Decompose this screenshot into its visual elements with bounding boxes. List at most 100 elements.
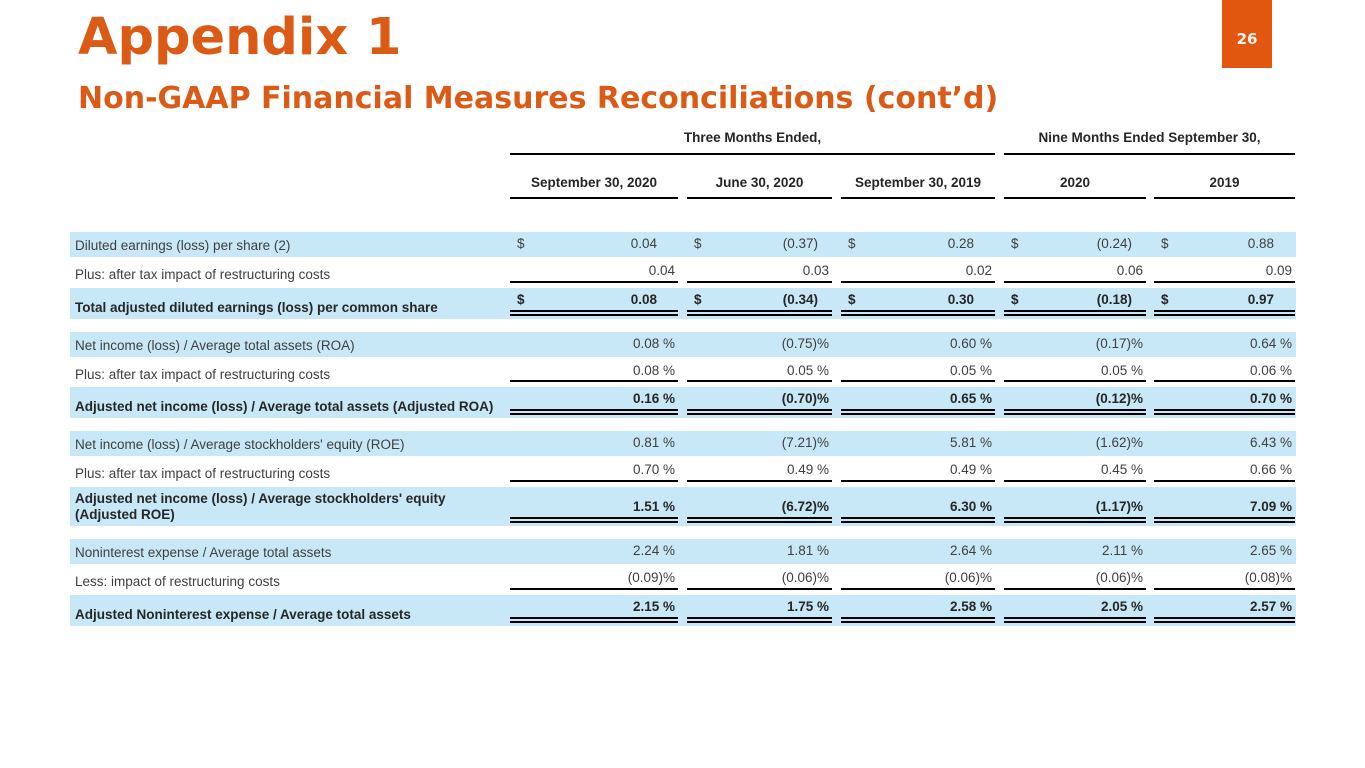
table-row: Net income (loss) / Average total assets… [70, 331, 1296, 357]
value-cell: 6.43 % [1154, 435, 1295, 453]
row-label: Plus: after tax impact of restructuring … [75, 366, 331, 382]
dollar-sign: $ [1161, 235, 1169, 251]
page-number-badge: 26 [1222, 0, 1272, 68]
value-cell: 0.60 % [841, 336, 995, 354]
cell-value: 0.08 % [632, 362, 675, 378]
value-cell: (0.75)% [687, 336, 832, 354]
cell-value: 0.49 % [786, 462, 829, 478]
table-section-4: Noninterest expense / Average total asse… [70, 539, 1296, 626]
column-header: 2020 [1004, 175, 1146, 199]
row-label: Plus: after tax impact of restructuring … [75, 266, 331, 282]
value-cell: 1.75 % [687, 599, 832, 623]
cell-value: 0.60 % [949, 335, 992, 351]
value-cell: (0.17)% [1004, 336, 1146, 354]
value-cell: 2.15 % [510, 599, 678, 623]
value-cell: 2.11 % [1004, 543, 1146, 561]
cell-value: 2.05 % [1100, 598, 1143, 614]
dollar-sign: $ [848, 291, 856, 307]
column-header: September 30, 2019 [841, 175, 995, 199]
cell-value: 0.64 % [1249, 335, 1292, 351]
cell-value: 0.16 % [632, 391, 675, 407]
value-cell: $ (0.37) [687, 236, 832, 254]
table-row: Net income (loss) / Average stockholders… [70, 431, 1296, 457]
cell-value: 0.70 % [632, 462, 675, 478]
cell-value: 0.09 [1265, 262, 1292, 278]
dollar-sign: $ [517, 291, 525, 307]
cell-value: (6.72)% [781, 499, 829, 515]
cell-value: (0.17)% [1095, 335, 1143, 351]
row-label: Adjusted net income (loss) / Average tot… [75, 399, 494, 415]
value-cell: 0.08 % [510, 336, 678, 354]
value-cell: (7.21)% [687, 435, 832, 453]
cell-value: 0.88 [1247, 235, 1274, 251]
value-cell: 0.02 [841, 263, 995, 283]
row-label: Less: impact of restructuring costs [75, 573, 280, 589]
table-row: Adjusted Noninterest expense / Average t… [70, 594, 1296, 626]
reconciliation-table: Three Months Ended, Nine Months Ended Se… [70, 130, 1296, 639]
dollar-sign: $ [848, 235, 856, 251]
cell-value: (0.75)% [781, 335, 829, 351]
cell-value: 1.75 % [786, 598, 829, 614]
dollar-sign: $ [1011, 291, 1019, 307]
cell-value: 2.15 % [632, 598, 675, 614]
cell-value: 0.49 % [949, 462, 992, 478]
table-row: Adjusted net income (loss) / Average tot… [70, 387, 1296, 419]
value-cell: (0.06)% [841, 570, 995, 590]
value-cell: $0.28 [841, 236, 995, 254]
cell-value: (0.09)% [627, 569, 675, 585]
cell-value: 0.05 % [1100, 362, 1143, 378]
table-row: Less: impact of restructuring costs (0.09… [70, 566, 1296, 593]
cell-value: 0.66 % [1249, 462, 1292, 478]
cell-value: (0.37) [782, 235, 818, 251]
cell-value: 7.09 % [1249, 499, 1292, 515]
value-cell: (1.17)% [1004, 499, 1146, 524]
cell-value: 0.08 [630, 291, 657, 307]
value-cell: 0.06 [1004, 263, 1146, 283]
cell-value: 0.05 % [949, 362, 992, 378]
cell-value: (0.70)% [781, 391, 829, 407]
cell-value: (0.06)% [1095, 569, 1143, 585]
value-cell: 1.51 % [510, 499, 678, 524]
value-cell: (0.06)% [1004, 570, 1146, 590]
value-cell: 0.49 % [841, 462, 995, 483]
value-cell: 0.49 % [687, 462, 832, 483]
cell-value: 0.65 % [949, 391, 992, 407]
column-header: June 30, 2020 [687, 175, 832, 199]
page-number: 26 [1236, 30, 1258, 48]
table-row: Total adjusted diluted earnings (loss) p… [70, 287, 1296, 319]
cell-value: (1.17)% [1095, 499, 1143, 515]
row-label: Diluted earnings (loss) per share (2) [75, 237, 291, 253]
value-cell: 5.81 % [841, 435, 995, 453]
group-header-nine-months: Nine Months Ended September 30, [1004, 130, 1295, 155]
value-cell: 0.04 [510, 263, 678, 283]
cell-value: 0.05 % [786, 362, 829, 378]
value-cell: 0.70 % [1154, 391, 1295, 416]
row-label: Adjusted Noninterest expense / Average t… [75, 606, 411, 622]
cell-value: 0.81 % [632, 435, 675, 451]
row-label: Adjusted net income (loss) / Average sto… [75, 491, 446, 523]
cell-value: 0.06 % [1249, 362, 1292, 378]
cell-value: 6.30 % [949, 499, 992, 515]
cell-value: 0.04 [648, 262, 675, 278]
row-label: Net income (loss) / Average stockholders… [75, 437, 405, 453]
cell-value: 0.08 % [632, 335, 675, 351]
cell-value: 2.58 % [949, 598, 992, 614]
cell-value: 6.43 % [1249, 435, 1292, 451]
table-group-header-row: Three Months Ended, Nine Months Ended Se… [70, 130, 1296, 155]
table-row: Noninterest expense / Average total asse… [70, 539, 1296, 564]
table-section-2: Net income (loss) / Average total assets… [70, 331, 1296, 419]
slide-subtitle: Non-GAAP Financial Measures Reconciliati… [78, 81, 999, 116]
cell-value: 2.11 % [1101, 543, 1143, 559]
value-cell: $0.30 [841, 292, 995, 316]
table-row: Plus: after tax impact of restructuring … [70, 359, 1296, 386]
value-cell: 2.65 % [1154, 543, 1295, 561]
cell-value: 2.64 % [949, 543, 992, 559]
cell-value: 2.65 % [1249, 543, 1292, 559]
table-body: Diluted earnings (loss) per share (2) $0.… [70, 231, 1296, 626]
cell-value: 0.30 [947, 291, 974, 307]
table-column-header-row: September 30, 2020 June 30, 2020 September… [70, 175, 1296, 199]
value-cell: (0.70)% [687, 391, 832, 416]
cell-value: 0.70 % [1249, 391, 1292, 407]
value-cell: 0.81 % [510, 435, 678, 453]
cell-value: 1.51 % [632, 499, 675, 515]
